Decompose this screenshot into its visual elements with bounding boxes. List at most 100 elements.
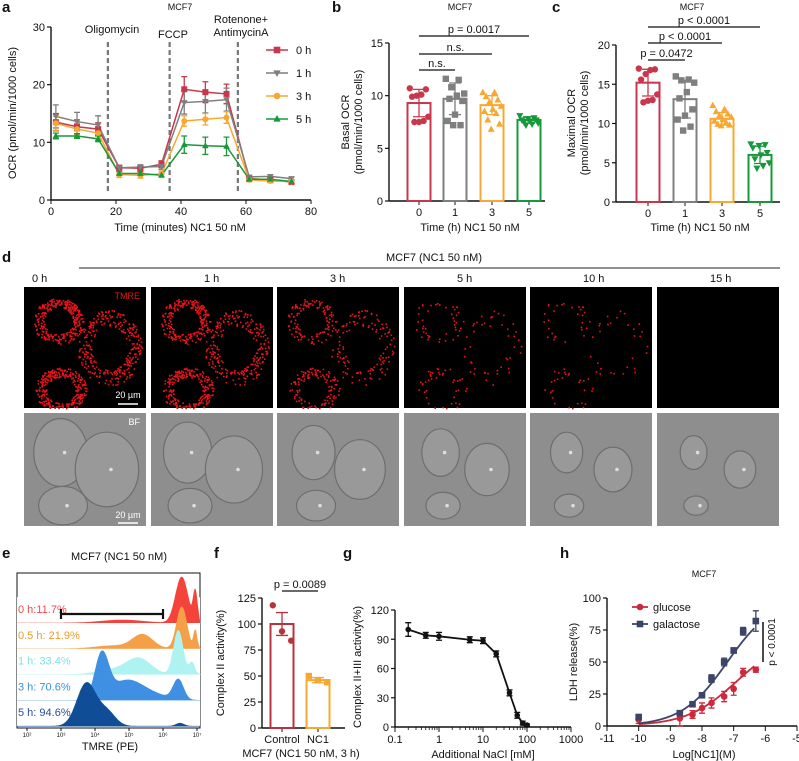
mitochondria-signal (76, 406, 79, 409)
mitochondria-signal (53, 305, 56, 307)
mitochondria-signal (203, 406, 206, 409)
mitochondria-signal (365, 384, 368, 386)
mitochondria-signal (200, 338, 202, 340)
mitochondria-signal (90, 361, 92, 364)
mitochondria-signal (370, 378, 373, 380)
bf-vesicle (445, 503, 449, 508)
mitochondria-signal (321, 301, 323, 304)
mitochondria-signal (80, 347, 83, 350)
mitochondria-signal (258, 332, 261, 335)
mitochondria-signal (83, 366, 86, 368)
mitochondria-signal (435, 303, 437, 306)
mitochondria-signal (330, 313, 333, 316)
mitochondria-signal (107, 369, 109, 372)
mitochondria-signal (123, 373, 126, 376)
mitochondria-signal (123, 363, 126, 366)
mitochondria-signal (210, 344, 212, 347)
panel-b-data-point (479, 88, 487, 96)
mitochondria-signal (298, 312, 300, 315)
mitochondria-signal (77, 309, 79, 311)
mitochondria-signal (242, 374, 245, 376)
mitochondria-signal (373, 366, 376, 369)
mitochondria-signal (355, 314, 357, 317)
mitochondria-signal (101, 318, 104, 320)
mitochondria-signal (246, 316, 249, 319)
mitochondria-signal (174, 308, 176, 311)
mitochondria-signal (200, 332, 203, 335)
mitochondria-signal (60, 303, 63, 306)
mitochondria-signal (185, 338, 188, 341)
mitochondria-signal (381, 323, 383, 326)
mitochondria-signal (192, 333, 195, 335)
mitochondria-signal (266, 352, 268, 355)
mitochondria-signal (309, 406, 311, 409)
mitochondria-signal (38, 334, 40, 336)
mitochondria-signal (326, 324, 329, 326)
gate-bracket (59, 609, 165, 619)
mitochondria-signal (351, 313, 354, 315)
mitochondria-signal (128, 339, 131, 342)
panel-h-ylabel: LDH release(%) (568, 623, 580, 701)
mitochondria-signal (135, 335, 138, 338)
mitochondria-signal (645, 352, 648, 354)
mitochondria-signal (177, 375, 179, 377)
mitochondria-signal (202, 376, 204, 379)
mitochondria-signal (331, 400, 334, 402)
mitochondria-signal (378, 357, 381, 360)
panel-b-y-tick-label: 0 (377, 196, 383, 208)
mitochondria-signal (422, 327, 424, 330)
mitochondria-signal (81, 314, 83, 317)
mitochondria-signal (205, 309, 208, 312)
panel-letter-d: d (2, 249, 11, 266)
mitochondria-signal (106, 317, 109, 320)
mitochondria-signal (294, 395, 296, 398)
mitochondria-signal (217, 348, 220, 351)
panel-b-data-point (487, 125, 495, 132)
mitochondria-signal (317, 340, 320, 342)
mitochondria-signal (203, 319, 205, 321)
mitochondria-signal (363, 316, 365, 319)
mitochondria-signal (307, 338, 310, 341)
mitochondria-signal (241, 370, 244, 373)
tmre-image (530, 287, 652, 408)
mitochondria-signal (130, 348, 133, 351)
mitochondria-signal (92, 321, 95, 324)
mitochondria-signal (188, 371, 191, 373)
mitochondria-signal (82, 358, 85, 361)
mitochondria-signal (491, 315, 493, 318)
mitochondria-signal (519, 352, 522, 354)
mitochondria-signal (37, 321, 40, 323)
mitochondria-signal (219, 355, 221, 358)
mitochondria-signal (78, 386, 80, 389)
mitochondria-signal (386, 346, 389, 349)
mitochondria-signal (183, 299, 185, 302)
mitochondria-signal (622, 372, 625, 375)
mitochondria-signal (371, 328, 374, 330)
mitochondria-signal (91, 354, 93, 357)
mitochondria-signal (261, 347, 264, 350)
panel-b-data-point (516, 113, 524, 120)
mitochondria-signal (583, 334, 585, 337)
panel-g-data-point (405, 626, 412, 633)
mitochondria-signal (353, 315, 356, 318)
mitochondria-signal (228, 318, 231, 320)
panel-c-data-point (724, 110, 732, 117)
mitochondria-signal (453, 320, 456, 322)
mitochondria-signal (182, 402, 184, 404)
mitochondria-signal (508, 371, 510, 374)
mitochondria-signal (127, 355, 129, 357)
mitochondria-signal (548, 327, 550, 330)
mitochondria-signal (306, 370, 309, 373)
panel-b-y-tick-label: 10 (371, 91, 383, 103)
mitochondria-signal (111, 377, 113, 380)
mitochondria-signal (77, 402, 79, 405)
mitochondria-signal (205, 322, 208, 325)
panel-g-x-tick-label: 1000 (559, 734, 583, 746)
mitochondria-signal (222, 329, 225, 332)
mitochondria-signal (351, 376, 354, 378)
panel-c-data-point (753, 165, 761, 173)
mitochondria-signal (581, 402, 583, 405)
mitochondria-signal (225, 381, 228, 384)
mitochondria-signal (77, 388, 80, 391)
mitochondria-signal (296, 374, 299, 377)
